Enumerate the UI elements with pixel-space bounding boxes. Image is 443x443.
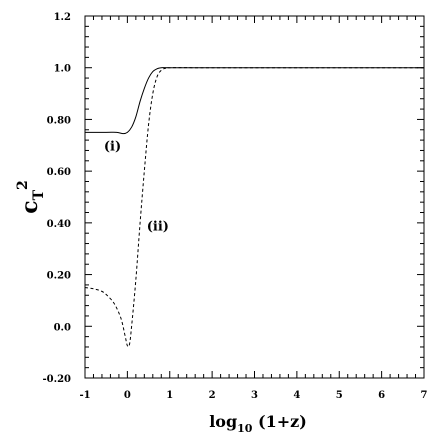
plot-frame [84,15,425,379]
x-tick-label: 0 [124,390,131,401]
y-tick-label: 0.60 [47,167,71,178]
x-tick-label: 7 [421,390,428,401]
x-tick-label: 4 [293,390,300,401]
series-group [84,67,424,348]
series-ii-line [84,67,424,348]
x-tick-label: 3 [251,390,258,401]
annotations-group: (i) (ii) [104,139,169,234]
ticks-group [84,15,425,379]
y-tick-label: 0.40 [47,219,71,230]
x-tick-label: -1 [79,390,90,401]
y-tick-label: 0.80 [47,115,71,126]
x-tick-label: 2 [209,390,216,401]
y-tick-label: 1.0 [54,64,71,75]
x-tick-label: 5 [336,390,343,401]
y-tick-label: 1.2 [54,12,71,23]
annotation-ii: (ii) [147,220,169,235]
x-axis-label: log10 (1+z) [209,412,307,435]
x-tick-label: 6 [378,390,385,401]
tick-labels-group: -1 0 1 2 3 4 5 6 7 -0.20 0.0 0.20 0.40 0.60 0.80 1.0 1.2 [42,12,427,401]
y-tick-label: 0.20 [47,271,71,282]
annotation-i: (i) [104,139,121,154]
y-axis-label: cT2 [15,180,47,214]
y-tick-label: -0.20 [42,374,71,385]
x-tick-label: 1 [166,390,173,401]
y-tick-label: 0.0 [54,322,71,333]
series-i-line [85,67,424,135]
